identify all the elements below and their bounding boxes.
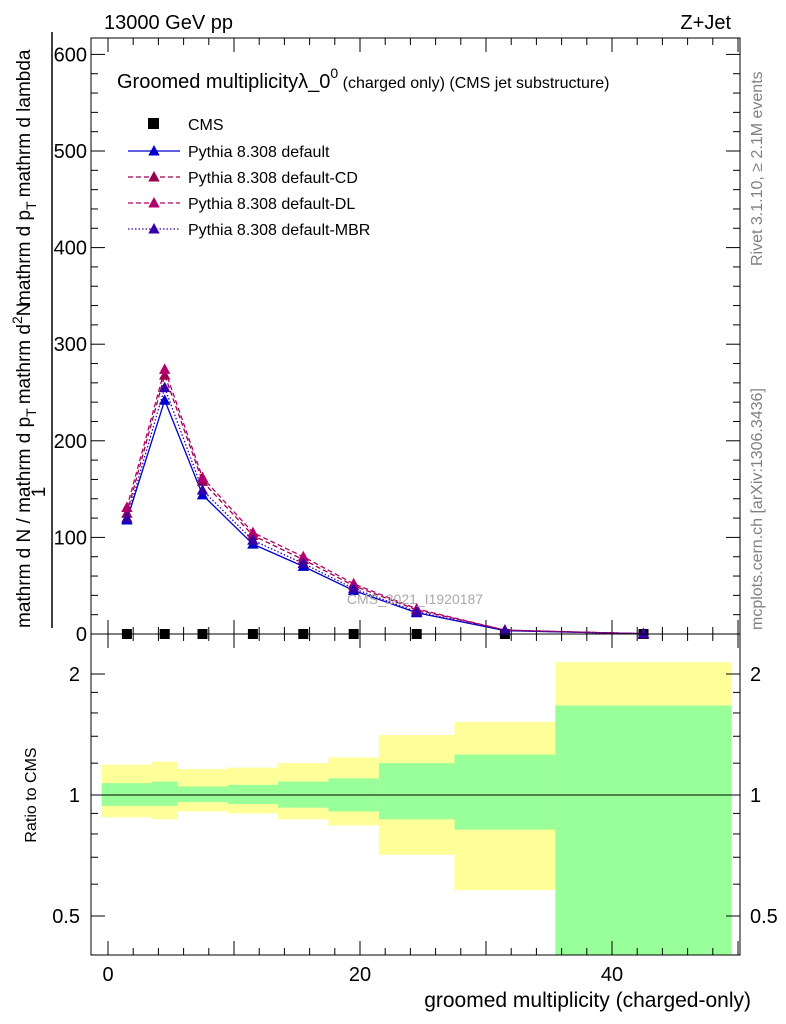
- y-tick-label: 500: [54, 141, 87, 163]
- series-marker: [159, 363, 171, 374]
- uncertainty-band-green: [227, 784, 279, 804]
- series-marker: [297, 557, 309, 568]
- uncertainty-band-green: [101, 783, 153, 806]
- series-marker: [121, 501, 133, 512]
- legend-label: CMS: [188, 117, 224, 134]
- y-title-numerator-1: 1: [29, 487, 50, 498]
- legend-marker: [148, 223, 160, 234]
- ratio-y-tick-label-right: 2: [750, 664, 761, 686]
- uncertainty-band-green: [378, 763, 455, 820]
- y-tick-label: 600: [54, 44, 87, 66]
- legend-marker: [148, 197, 160, 208]
- main-plot-panel: 0 100 200 300 400 500 600: [54, 37, 741, 646]
- series-marker: [297, 550, 309, 562]
- y-tick-label: 300: [54, 334, 87, 356]
- x-axis-title: groomed multiplicity (charged-only): [424, 989, 751, 1012]
- legend-marker-cms: [148, 118, 159, 129]
- x-tick-label: 0: [102, 964, 113, 986]
- legend: CMS Pythia 8.308 default Pythia 8.308 defa…: [128, 117, 370, 239]
- ratio-y-tick-label-right: 0.5: [750, 906, 778, 928]
- x-tick-label: 40: [601, 964, 623, 986]
- plot-title: Groomed multiplicityλ_00 (charged only) …: [117, 65, 609, 93]
- legend-label: Pythia 8.308 default-DL: [188, 196, 355, 213]
- process-label: Z+Jet: [680, 12, 731, 34]
- rivet-label: Rivet 3.1.10, ≥ 2.1M events: [749, 71, 766, 266]
- main-y-axis-title: 1 mathrm d N / mathrm d pTmathrm d2N: [9, 32, 53, 628]
- series-marker: [159, 381, 171, 393]
- series-marker: [411, 605, 423, 617]
- uncertainty-band-green: [454, 754, 556, 830]
- y-tick-label: 0: [76, 624, 87, 646]
- ratio-y-tick-label: 1: [69, 785, 80, 807]
- uncertainty-band-green: [177, 786, 228, 803]
- series-marker: [159, 394, 171, 405]
- series-marker: [637, 627, 650, 639]
- series-marker: [159, 369, 171, 380]
- analysis-watermark: CMS_2021_I1920187: [347, 591, 483, 607]
- legend-label: Pythia 8.308 default-MBR: [188, 222, 370, 239]
- uncertainty-band-green: [152, 781, 178, 806]
- legend-label: Pythia 8.308 default: [188, 144, 330, 161]
- series-4: [121, 381, 650, 639]
- series-marker: [247, 534, 259, 545]
- x-tick-label: 20: [349, 964, 371, 986]
- y-tick-label: 400: [54, 238, 87, 260]
- y-title-denominator: mathrm d N / mathrm d pTmathrm d2N: [9, 302, 39, 628]
- series-marker: [247, 526, 259, 538]
- ratio-y-axis-title: Ratio to CMS: [23, 747, 40, 842]
- series-marker: [196, 471, 209, 483]
- legend-label: Pythia 8.308 default-CD: [188, 170, 358, 187]
- ratio-y-tick-label-right: 1: [750, 785, 761, 807]
- main-y-axis-title-part2: mathrm d pTmathrm d lambda: [14, 49, 39, 306]
- series-marker: [196, 484, 209, 495]
- ratio-plot-panel: 0.5 0.51 12 20 20 40: [52, 633, 778, 986]
- ratio-y-tick-label: 2: [69, 664, 80, 686]
- series-marker: [121, 512, 133, 523]
- legend-marker: [148, 145, 160, 156]
- energy-label: 13000 GeV pp: [104, 12, 233, 34]
- series-marker: [348, 582, 360, 594]
- ratio-y-tick-label: 0.5: [52, 906, 80, 928]
- y-tick-label: 200: [54, 431, 87, 453]
- mcplots-label: mcplots.cern.ch [arXiv:1306.3436]: [749, 388, 766, 630]
- legend-marker: [148, 171, 160, 182]
- series-marker: [499, 624, 511, 636]
- uncertainty-band-green: [555, 705, 732, 955]
- y-title-denominator-2: mathrm d pTmathrm d lambda: [14, 49, 39, 306]
- y-tick-label: 100: [54, 527, 87, 549]
